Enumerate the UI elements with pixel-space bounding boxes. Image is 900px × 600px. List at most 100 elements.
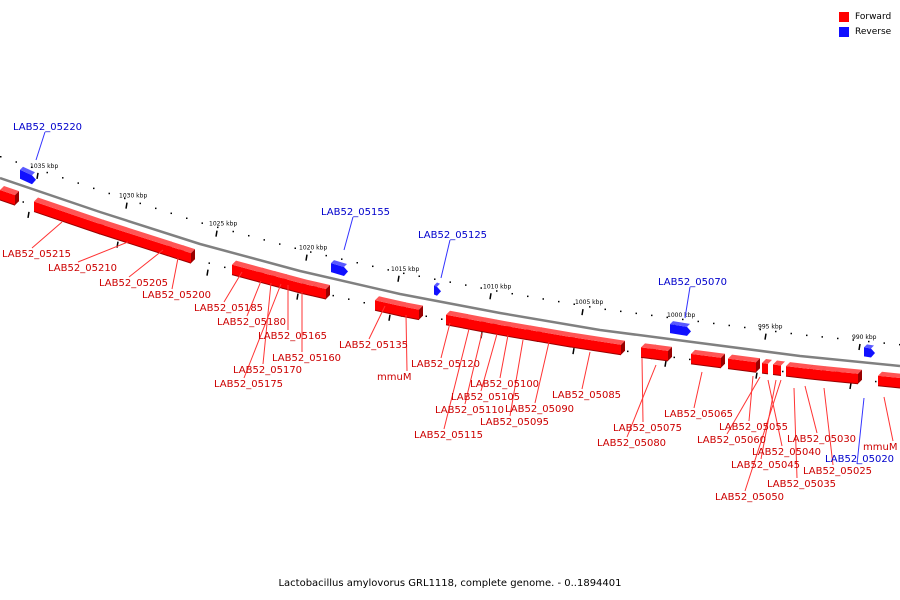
forward-gene — [878, 375, 900, 388]
forward-gene-top — [0, 186, 19, 196]
forward-gene-edge — [374, 309, 403, 317]
forward-gene-edge — [231, 274, 261, 283]
forward-gene-edge — [312, 295, 327, 300]
forward-gene-label: LAB52_05180 — [217, 317, 286, 328]
scale-label: 990 kbp — [852, 334, 877, 341]
leader-line — [440, 322, 451, 359]
forward-gene-top — [99, 219, 172, 246]
tick-dot — [573, 303, 575, 305]
tick-dot — [620, 310, 622, 313]
forward-gene-side — [668, 346, 672, 361]
forward-gene-edge — [505, 335, 528, 341]
forward-gene — [282, 278, 302, 294]
tick-dot — [480, 287, 482, 289]
leader-line — [128, 249, 164, 278]
leader-line — [693, 371, 703, 409]
legend: Forward Reverse — [839, 9, 891, 39]
forward-gene-edge — [269, 284, 284, 289]
leader-line — [804, 385, 818, 434]
forward-gene-edge — [727, 368, 757, 373]
scale-tick — [764, 333, 767, 340]
forward-gene-edge — [821, 379, 837, 383]
scale-tick — [755, 372, 758, 379]
scale-label: 1035 kbp — [30, 163, 58, 170]
forward-gene-label: LAB52_05135 — [339, 340, 408, 351]
tick-dot — [372, 265, 374, 268]
tick-dot — [441, 318, 443, 320]
reverse-gene — [670, 324, 691, 336]
tick-dot — [310, 251, 312, 253]
tick-dot — [806, 334, 808, 337]
tick-dot — [108, 192, 110, 195]
forward-gene-label: LAB52_05045 — [731, 460, 800, 471]
tick-dot — [782, 370, 784, 373]
reverse-gene-top — [670, 321, 690, 327]
tick-dot — [635, 312, 637, 315]
tick-dot — [170, 212, 172, 215]
forward-gene — [691, 353, 721, 368]
tick-dot — [744, 326, 746, 329]
leader-line — [368, 305, 386, 340]
forward-gene — [762, 363, 768, 374]
forward-gene — [0, 190, 15, 206]
tick-dot — [139, 202, 141, 205]
scale-tick — [572, 347, 575, 355]
forward-gene — [446, 314, 464, 329]
forward-gene-label: LAB52_05205 — [99, 278, 168, 289]
tick-dot — [77, 182, 79, 184]
scale-tick — [206, 269, 209, 276]
forward-gene-label: LAB52_05080 — [597, 438, 666, 449]
tick-dot — [62, 177, 64, 179]
forward-gene-label: LAB52_05030 — [787, 434, 856, 445]
leader-line — [641, 357, 644, 423]
forward-gene-top — [762, 359, 772, 364]
tick-dot — [883, 342, 885, 344]
forward-gene-top — [773, 360, 785, 366]
forward-gene-edge — [525, 338, 539, 342]
forward-gene-top — [728, 354, 760, 363]
reverse-gene-top — [20, 166, 35, 176]
tick-dot — [627, 350, 629, 353]
forward-gene-top — [822, 366, 840, 372]
tick-dot — [651, 314, 653, 317]
scale-label: 1000 kbp — [667, 312, 695, 319]
tick-dot — [558, 300, 560, 303]
forward-gene-top — [526, 325, 542, 332]
tick-dot — [348, 298, 350, 300]
forward-gene-label: LAB52_05090 — [505, 404, 574, 415]
tick-dot — [589, 306, 591, 308]
tick-dot — [403, 272, 405, 275]
forward-gene — [401, 306, 419, 320]
tick-dot — [332, 294, 334, 297]
forward-gene-side — [191, 249, 195, 264]
tick-dot — [224, 266, 226, 269]
tick-dot — [425, 315, 427, 318]
tick-dot — [875, 380, 877, 383]
forward-gene — [786, 366, 809, 379]
leader-line — [626, 364, 657, 438]
forward-gene — [537, 331, 571, 348]
forward-gene — [232, 264, 260, 283]
forward-gene-edge — [492, 333, 508, 337]
forward-gene-label: LAB52_05100 — [470, 379, 539, 390]
forward-gene-label: LAB52_05115 — [414, 430, 483, 441]
tick-dot — [666, 316, 668, 319]
leader-line — [480, 333, 498, 392]
forward-gene-top — [809, 364, 826, 371]
leader-line — [744, 379, 782, 492]
scale-tick — [664, 360, 667, 367]
forward-gene-label: LAB52_05210 — [48, 263, 117, 274]
forward-gene — [481, 321, 493, 334]
forward-gene — [506, 326, 527, 340]
gene-labels: LAB52_05220 LAB52_05155 LAB52_05125 LAB52_0… — [2, 122, 897, 503]
forward-gene — [313, 285, 326, 299]
forward-gene — [651, 348, 668, 361]
tick-dot — [341, 258, 343, 260]
leader-line — [464, 332, 483, 405]
leader-line — [684, 286, 691, 319]
tick-dot — [208, 262, 210, 264]
tick-dot — [775, 330, 777, 333]
tick-dot — [248, 234, 250, 237]
scale-tick — [397, 275, 400, 282]
forward-gene — [822, 370, 836, 382]
